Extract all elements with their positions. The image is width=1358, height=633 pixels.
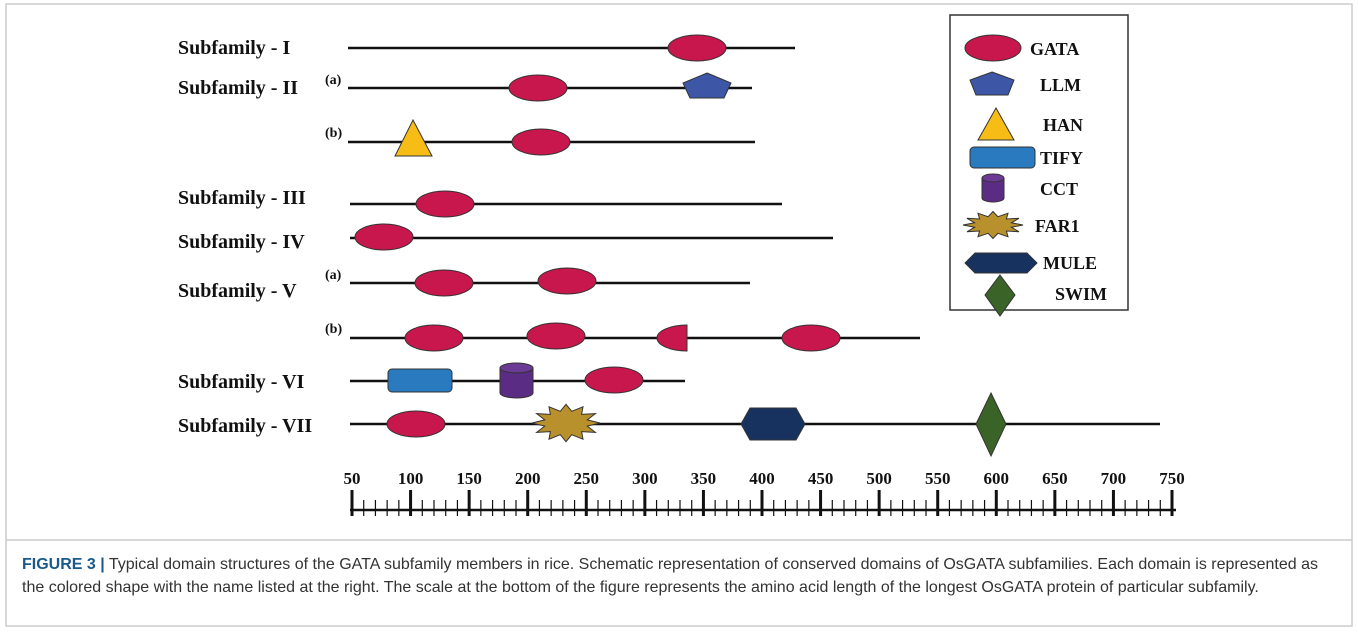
row-label: Subfamily - VI [178,371,305,393]
row-label: Subfamily - I [178,37,290,59]
legend-label: LLM [1040,75,1081,95]
caption: FIGURE 3 | Typical domain structures of … [22,553,1340,599]
variant-label: (a) [325,268,342,283]
scale-label: 750 [1159,469,1185,488]
scale-label: 350 [691,469,717,488]
caption-label: FIGURE 3 | [22,556,105,573]
legend-label: GATA [1030,39,1079,59]
scale-label: 100 [398,469,424,488]
scale-label: 50 [344,469,361,488]
legend-label: FAR1 [1035,216,1080,236]
scale-label: 600 [984,469,1010,488]
row-label: Subfamily - II [178,77,298,99]
variant-label: (a) [325,73,342,88]
scale-label: 300 [632,469,658,488]
variant-label: (b) [325,322,342,337]
legend-label: SWIM [1055,284,1107,304]
legend-symbols [962,34,1038,317]
variant-label: (b) [325,126,342,141]
frame [5,3,1353,627]
scale-label: 150 [456,469,482,488]
legend-label: TIFY [1040,148,1083,168]
row-label: Subfamily - IV [178,231,305,253]
scale-label: 550 [925,469,951,488]
legend-label: CCT [1040,179,1078,199]
row-label: Subfamily - V [178,280,297,302]
scale-label: 700 [1101,469,1127,488]
scale-label: 450 [808,469,834,488]
scale-label: 400 [749,469,775,488]
legend-label: MULE [1043,253,1097,273]
scale-label: 250 [574,469,600,488]
row-label: Subfamily - VII [178,415,312,437]
scale-label: 200 [515,469,541,488]
domains [354,34,1007,458]
legend-label: HAN [1043,115,1083,135]
row-label: Subfamily - III [178,187,306,209]
caption-text: Typical domain structures of the GATA su… [22,556,1318,596]
scale-label: 650 [1042,469,1068,488]
scale-label: 500 [866,469,892,488]
